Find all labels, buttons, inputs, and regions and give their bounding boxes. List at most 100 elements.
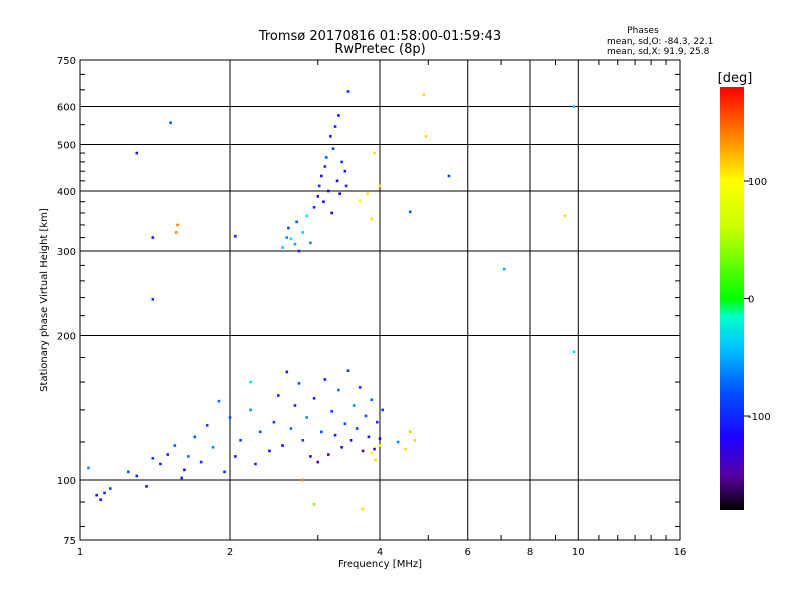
echo-point: [169, 121, 172, 125]
echo-point: [378, 184, 382, 188]
echo-point: [330, 410, 334, 413]
echo-point: [297, 249, 301, 253]
echo-point: [103, 491, 106, 495]
echo-point: [281, 444, 284, 447]
echo-point: [312, 205, 316, 209]
echo-point: [572, 105, 576, 108]
echo-point: [346, 90, 350, 93]
echo-point: [183, 468, 186, 472]
echo-point: [312, 503, 316, 506]
echo-point: [205, 424, 209, 427]
echo-point: [151, 236, 155, 239]
echo-point: [187, 455, 190, 458]
y-tick-label: 100: [57, 476, 76, 487]
y-tick-labels: 75 100 200 300 400 500 600 750: [57, 56, 76, 547]
echo-point: [373, 151, 376, 155]
echo-point: [135, 151, 139, 155]
echo-point: [370, 398, 374, 402]
echo-point: [316, 460, 320, 464]
echo-point: [87, 466, 90, 470]
echo-point: [333, 433, 337, 437]
phase-stats-o: mean, sd,O: -84.3, 22.1: [607, 37, 713, 47]
echo-point: [249, 408, 252, 412]
echo-point: [309, 455, 312, 458]
echo-point: [378, 437, 382, 440]
y-tick-label: 600: [57, 103, 76, 114]
chart-subtitle: RwPretec (8p): [334, 42, 425, 57]
colorbar-tick-label: -100: [748, 412, 771, 423]
echo-point: [346, 369, 350, 372]
echo-point: [159, 462, 162, 466]
echo-point: [333, 125, 337, 128]
echo-point: [320, 174, 323, 178]
echo-point: [361, 507, 365, 511]
echo-point: [563, 214, 567, 218]
echo-point: [293, 242, 297, 246]
echo-point: [287, 226, 290, 230]
x-tick-label: 2: [227, 547, 233, 558]
echo-point: [272, 420, 276, 424]
echo-point: [297, 382, 301, 385]
echo-point: [108, 487, 112, 490]
echo-point: [234, 234, 237, 238]
echo-point: [151, 297, 155, 301]
echo-point: [324, 156, 328, 159]
echo-point: [217, 399, 221, 403]
echo-point: [370, 217, 374, 221]
echo-point: [228, 416, 232, 419]
echo-point: [343, 422, 347, 426]
echo-point: [337, 388, 340, 392]
echo-point: [323, 378, 327, 381]
plot-grid: [79, 59, 681, 541]
echo-point: [331, 147, 335, 151]
y-tick-label: 400: [57, 187, 76, 198]
echo-point: [358, 199, 362, 202]
x-tick-label: 8: [527, 547, 533, 558]
echo-point: [316, 195, 320, 198]
echo-point: [317, 184, 321, 188]
echo-point: [95, 493, 98, 497]
echo-point: [396, 440, 400, 444]
echo-point: [340, 160, 343, 164]
echo-point: [367, 435, 371, 439]
echo-point: [408, 210, 412, 214]
echo-point: [301, 438, 305, 442]
echo-point: [352, 404, 356, 407]
echo-point: [239, 438, 242, 442]
echo-point: [276, 394, 280, 397]
echo-point: [301, 231, 305, 234]
echo-point: [322, 200, 325, 204]
echo-point: [126, 470, 130, 474]
echo-point: [268, 449, 271, 453]
echo-point: [358, 386, 362, 389]
echo-point: [305, 214, 308, 218]
echo-point: [289, 427, 293, 430]
colorbar-ticks: 100 0 -100: [744, 177, 771, 423]
x-axis-label: Frequency [MHz]: [338, 559, 422, 570]
echo-point: [343, 169, 347, 173]
echo-point: [174, 231, 178, 234]
echo-point: [572, 350, 576, 354]
echo-point: [364, 414, 368, 418]
colorbar: [720, 87, 744, 510]
echo-point: [135, 474, 139, 478]
echo-point: [211, 446, 215, 449]
phase-stats-heading: Phases: [627, 26, 659, 36]
y-tick-label: 500: [57, 141, 76, 152]
echo-point: [329, 135, 332, 138]
echo-point: [223, 470, 226, 474]
echo-point: [249, 380, 252, 384]
phase-stats-x: mean, sd,X: 91.9, 25.8: [607, 47, 710, 57]
echo-point: [338, 192, 341, 195]
echo-point: [355, 427, 359, 430]
echo-point: [327, 453, 330, 456]
echo-point: [330, 211, 334, 215]
echo-point: [151, 456, 155, 460]
echo-point: [366, 192, 370, 195]
echo-point: [305, 416, 308, 419]
echo-point: [312, 397, 316, 400]
echo-point: [176, 223, 179, 227]
echo-point: [99, 498, 102, 501]
colorbar-tick-label: 0: [748, 295, 754, 306]
